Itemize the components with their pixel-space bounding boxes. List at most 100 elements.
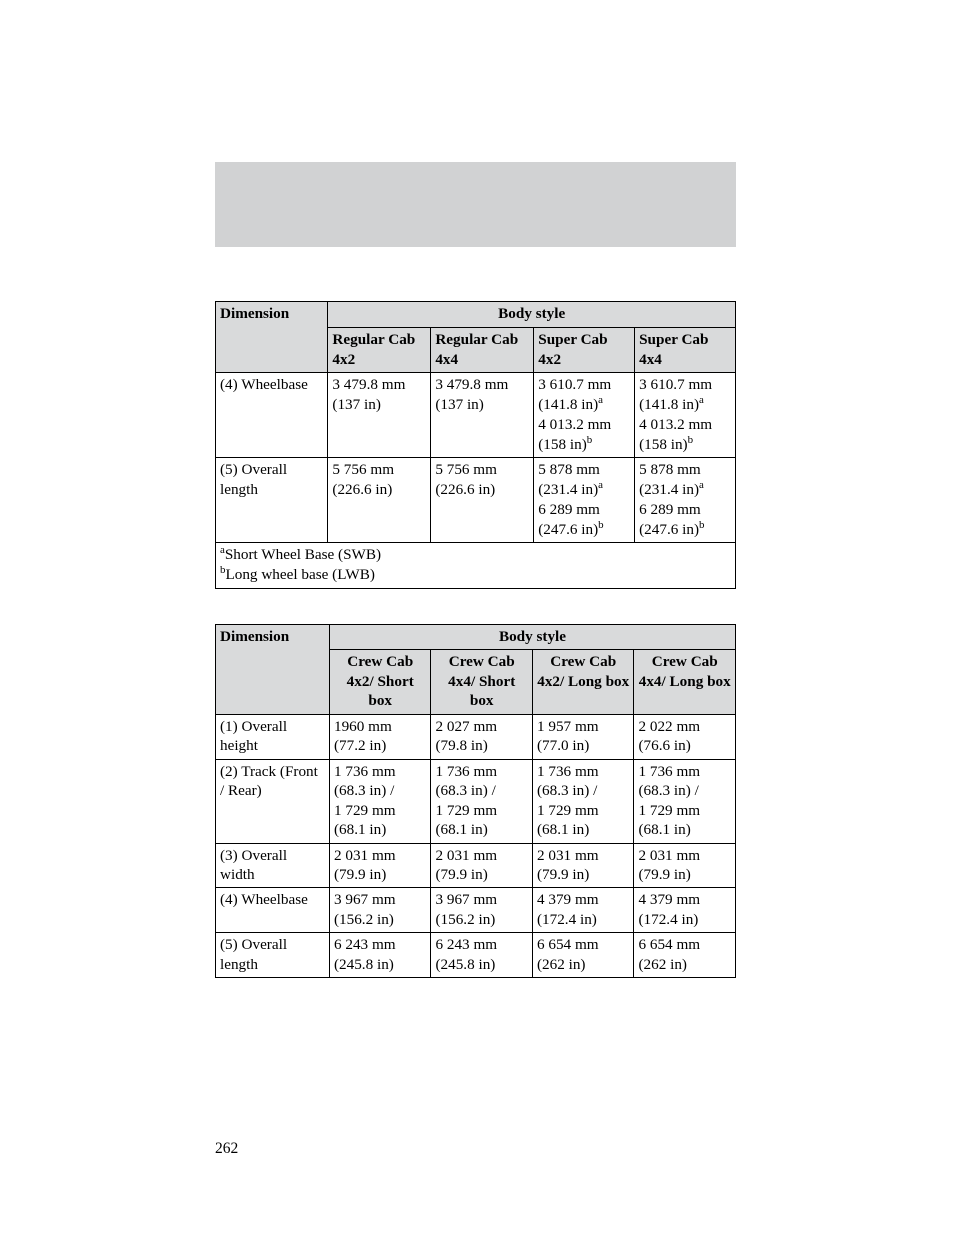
dim-cell: (4) Wheelbase — [216, 888, 330, 933]
val-line: (68.1 in) — [435, 821, 487, 838]
table-1: Dimension Body style Regular Cab 4x2 Reg… — [215, 301, 736, 589]
val-line: 4 379 mm — [537, 891, 599, 908]
val-cell: 5 878 mm (231.4 in)a 6 289 mm (247.6 in)… — [534, 458, 635, 543]
page-number: 262 — [215, 1140, 238, 1158]
val-line: 6 289 mm — [538, 501, 600, 518]
val-cell: 3 479.8 mm (137 in) — [431, 373, 534, 458]
val-line: 5 878 mm — [538, 461, 600, 478]
val-cell: 2 031 mm (79.9 in) — [532, 843, 634, 888]
val-cell: 4 379 mm (172.4 in) — [532, 888, 634, 933]
val-cell: 1960 mm(77.2 in) — [329, 714, 431, 759]
val-cell: 2 031 mm(79.9 in) — [431, 843, 533, 888]
val-line: 2 031 mm — [638, 847, 700, 864]
val-line: (68.1 in) — [638, 821, 690, 838]
val-line: 5 756 mm — [332, 461, 394, 478]
val-line: 4 379 mm — [638, 891, 700, 908]
sup: b — [699, 518, 704, 530]
val-cell: 3 967 mm(156.2 in) — [431, 888, 533, 933]
val-cell: 1 957 mm(77.0 in) — [532, 714, 634, 759]
val-cell: 3 479.8 mm (137 in) — [328, 373, 431, 458]
val-cell: 2 031 mm (79.9 in) — [634, 843, 736, 888]
col-header: Regular Cab 4x2 — [328, 327, 431, 373]
val-line: 4 013.2 mm — [639, 416, 712, 433]
val-line: (247.6 in) — [639, 521, 699, 538]
val-line: 1 736 mm — [537, 763, 599, 780]
page: Dimension Body style Regular Cab 4x2 Reg… — [0, 0, 954, 1235]
val-cell: 3 610.7 mm (141.8 in)a 4 013.2 mm (158 i… — [534, 373, 635, 458]
col-header: Crew Cab 4x2/ Short box — [329, 650, 431, 714]
col-header-bodystyle: Body style — [329, 625, 735, 650]
val-line: (231.4 in) — [538, 481, 598, 498]
col-header: Super Cab 4x2 — [534, 327, 635, 373]
val-line: (172.4 in) — [537, 911, 597, 928]
val-line: 2 022 mm — [638, 718, 700, 735]
val-cell: 6 654 mm (262 in) — [532, 933, 634, 978]
table-row: (5) Overall length 5 756 mm (226.6 in) 5… — [216, 458, 736, 543]
table-row: (4) Wheelbase 3 967 mm (156.2 in) 3 967 m… — [216, 888, 736, 933]
table-row: (4) Wheelbase 3 479.8 mm (137 in) 3 479.… — [216, 373, 736, 458]
val-cell: 5 878 mm (231.4 in)a 6 289 mm (247.6 in)… — [635, 458, 736, 543]
val-line: (262 in) — [638, 956, 687, 973]
sup: b — [688, 433, 693, 445]
val-line: 1 736 mm — [435, 763, 497, 780]
val-line: 3 479.8 mm — [435, 376, 508, 393]
table-row: (2) Track (Front / Rear) 1 736 mm(68.3 i… — [216, 759, 736, 843]
val-line: 1 729 mm — [638, 802, 700, 819]
col-header: Super Cab 4x4 — [635, 327, 736, 373]
val-line: 3 610.7 mm — [538, 376, 611, 393]
val-line: 6 654 mm — [638, 936, 700, 953]
val-line: 3 479.8 mm — [332, 376, 405, 393]
val-line: (77.2 in) — [334, 737, 386, 754]
val-line: (231.4 in) — [639, 481, 699, 498]
val-line: (68.1 in) — [334, 821, 386, 838]
val-line: 3 967 mm — [435, 891, 497, 908]
table-2: Dimension Body style Crew Cab 4x2/ Short… — [215, 624, 736, 978]
val-line: 6 243 mm — [334, 936, 396, 953]
val-cell: 1 736 mm (68.3 in) / 1 729 mm (68.1 in) — [431, 759, 533, 843]
val-line: 6 654 mm — [537, 936, 599, 953]
val-line: 2 031 mm — [435, 847, 497, 864]
val-line: (79.9 in) — [638, 866, 690, 883]
val-line: 1 729 mm — [435, 802, 497, 819]
val-line: (262 in) — [537, 956, 586, 973]
table-footnotes: aShort Wheel Base (SWB) bLong wheel base… — [216, 543, 736, 589]
val-line: (172.4 in) — [638, 911, 698, 928]
val-line: (77.0 in) — [537, 737, 589, 754]
dim-cell: (3) Overall width — [216, 843, 330, 888]
col-header-bodystyle: Body style — [328, 302, 736, 328]
val-line: (137 in) — [435, 396, 484, 413]
val-line: (245.8 in) — [334, 956, 394, 973]
val-line: (68.3 in) / — [435, 782, 495, 799]
val-cell: 3 967 mm (156.2 in) — [329, 888, 431, 933]
val-cell: 3 610.7 mm (141.8 in)a 4 013.2 mm (158 i… — [635, 373, 736, 458]
table-row: (5) Overall length 6 243 mm(245.8 in) 6 … — [216, 933, 736, 978]
val-line: 3 610.7 mm — [639, 376, 712, 393]
val-line: 2 031 mm — [334, 847, 396, 864]
val-cell: 4 379 mm (172.4 in) — [634, 888, 736, 933]
val-line: (79.9 in) — [537, 866, 589, 883]
val-cell: 5 756 mm (226.6 in) — [431, 458, 534, 543]
val-line: 6 243 mm — [435, 936, 497, 953]
col-header: Regular Cab 4x4 — [431, 327, 534, 373]
val-line: (247.6 in) — [538, 521, 598, 538]
val-cell: 6 654 mm (262 in) — [634, 933, 736, 978]
val-cell: 1 736 mm(68.3 in) /1 729 mm(68.1 in) — [329, 759, 431, 843]
val-cell: 6 243 mm (245.8 in) — [431, 933, 533, 978]
val-line: 1 729 mm — [334, 802, 396, 819]
val-line: (137 in) — [332, 396, 381, 413]
val-line: (76.6 in) — [638, 737, 690, 754]
val-line: 3 967 mm — [334, 891, 396, 908]
val-line: (156.2 in) — [334, 911, 394, 928]
table-row: Dimension Body style — [216, 625, 736, 650]
val-cell: 2 031 mm (79.9 in) — [329, 843, 431, 888]
col-header-dimension: Dimension — [216, 302, 328, 373]
val-line: 2 031 mm — [537, 847, 599, 864]
val-line: (245.8 in) — [435, 956, 495, 973]
val-line: 2 027 mm — [435, 718, 497, 735]
header-band — [215, 162, 736, 247]
val-line: (226.6 in) — [435, 481, 495, 498]
val-line: (79.9 in) — [334, 866, 386, 883]
val-cell: 6 243 mm (245.8 in) — [329, 933, 431, 978]
dim-cell: (1) Overall height — [216, 714, 330, 759]
dim-cell: (4) Wheelbase — [216, 373, 328, 458]
